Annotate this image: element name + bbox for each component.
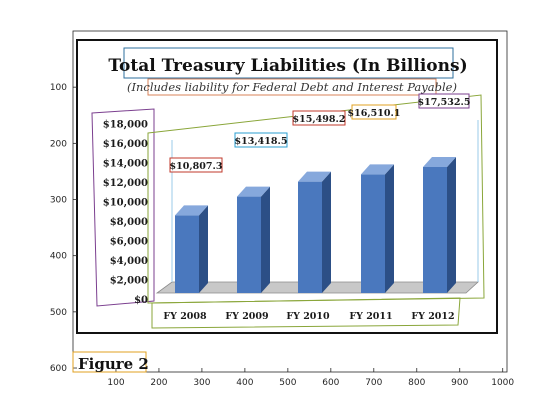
figure-caption: Figure 2 [78, 355, 149, 373]
category-label: FY 2010 [286, 311, 330, 322]
title-box [123, 47, 454, 79]
y-frame-tick-label: 500 [50, 308, 67, 318]
data-label-box [234, 132, 288, 148]
data-label: $13,418.5 [235, 136, 288, 147]
bar-front [361, 174, 385, 293]
data-label-box [418, 93, 470, 109]
bar-top [298, 171, 331, 182]
data-label-box [351, 104, 397, 120]
y-frame-tick-label: 100 [50, 83, 67, 93]
category-label: FY 2012 [411, 311, 454, 322]
bar-top [361, 164, 394, 175]
x-frame-tick-label: 600 [322, 378, 339, 388]
y-tick-label: $18,000 [103, 120, 148, 131]
data-label: $15,498.2 [293, 114, 346, 125]
x-frame-tick-label: 200 [150, 378, 167, 388]
bar-3 [298, 171, 331, 293]
y-frame-tick-label: 200 [50, 139, 67, 149]
y-tick-label: $10,000 [103, 198, 148, 209]
data-label: $16,510.1 [348, 108, 401, 119]
bar-side [199, 205, 208, 293]
bar-top [237, 186, 270, 197]
bar-4 [361, 164, 394, 293]
chart-subtitle: (Includes liability for Federal Debt and… [127, 80, 457, 94]
chart-title: Total Treasury Liabilities (In Billions) [108, 56, 467, 76]
bar-front [175, 215, 199, 293]
data-label-box [292, 110, 346, 126]
bar-front [298, 181, 322, 293]
y-tick-label: $2,000 [110, 276, 148, 287]
x-frame-tick-label: 400 [236, 378, 253, 388]
y-frame-tick-label: 300 [50, 196, 67, 206]
y-tick-label: $0 [134, 295, 148, 306]
bar-top [175, 205, 208, 216]
x-frame-tick-label: 1000 [491, 378, 514, 388]
data-label: $10,807.3 [170, 161, 223, 172]
y-frame-tick-label: 600 [50, 364, 67, 374]
bar-front [237, 196, 261, 293]
data-label: $17,532.5 [418, 97, 471, 108]
y-tick-label: $14,000 [103, 159, 148, 170]
bar-front [423, 167, 447, 293]
bar-top [423, 157, 456, 167]
y-frame-tick-label: 400 [50, 252, 67, 262]
x-frame-tick-label: 700 [365, 378, 382, 388]
x-axis-label-box [151, 297, 461, 329]
category-label: FY 2009 [225, 311, 269, 322]
x-frame-tick-label: 900 [451, 378, 468, 388]
bar-side [322, 171, 331, 293]
y-tick-label: $16,000 [103, 139, 148, 150]
x-frame-tick-label: 500 [279, 378, 296, 388]
bar-1 [175, 205, 208, 293]
caption-box [72, 351, 147, 373]
y-tick-label: $12,000 [103, 178, 148, 189]
category-label: FY 2008 [163, 311, 207, 322]
x-frame-tick-label: 800 [408, 378, 425, 388]
subtitle-box [147, 78, 437, 96]
y-axis-label-box [91, 108, 155, 307]
bar-side [447, 157, 456, 293]
category-label: FY 2011 [349, 311, 392, 322]
bar-side [385, 164, 394, 293]
y-tick-label: $4,000 [110, 256, 148, 267]
data-label-box [169, 157, 223, 173]
bar-2 [237, 186, 270, 293]
y-tick-label: $8,000 [110, 217, 148, 228]
bar-side [261, 186, 270, 293]
x-frame-tick-label: 300 [193, 378, 210, 388]
y-tick-label: $6,000 [110, 237, 148, 248]
x-frame-tick-label: 100 [107, 378, 124, 388]
bar-5 [423, 157, 456, 293]
